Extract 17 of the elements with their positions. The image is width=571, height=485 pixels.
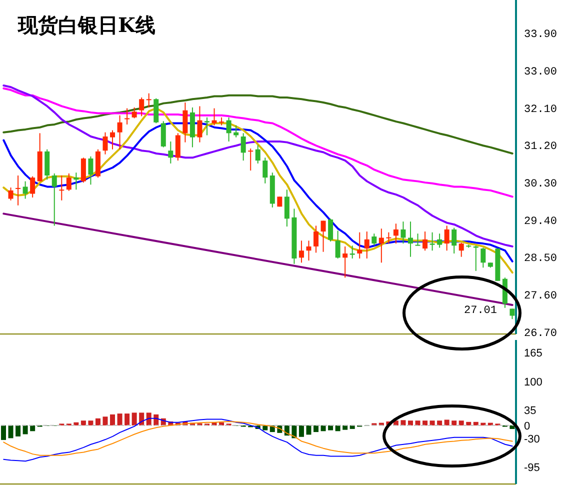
y-tick-label: 165 xyxy=(524,348,542,360)
y-tick-label: 27.60 xyxy=(524,290,558,302)
y-tick-label: 33.00 xyxy=(524,66,558,78)
y-tick-label: 35 xyxy=(524,404,536,417)
y-tick-label: -95 xyxy=(524,462,540,474)
y-tick-label: 33.90 xyxy=(524,29,558,42)
y-tick-label: 31.20 xyxy=(524,141,558,154)
y-tick-label: 100 xyxy=(524,376,542,388)
y-tick-label: -30 xyxy=(524,434,540,446)
text: 现货白银日K线 xyxy=(18,12,156,39)
y-tick-label: 32.10 xyxy=(524,104,558,116)
y-tick-label: 0 xyxy=(524,420,530,432)
y-tick-label: 28.50 xyxy=(524,253,558,266)
y-tick-label: 26.70 xyxy=(524,328,558,340)
y-tick-label: 30.30 xyxy=(524,178,558,190)
annotation: 27.01 xyxy=(464,305,498,317)
y-tick-label: 29.40 xyxy=(524,216,558,228)
